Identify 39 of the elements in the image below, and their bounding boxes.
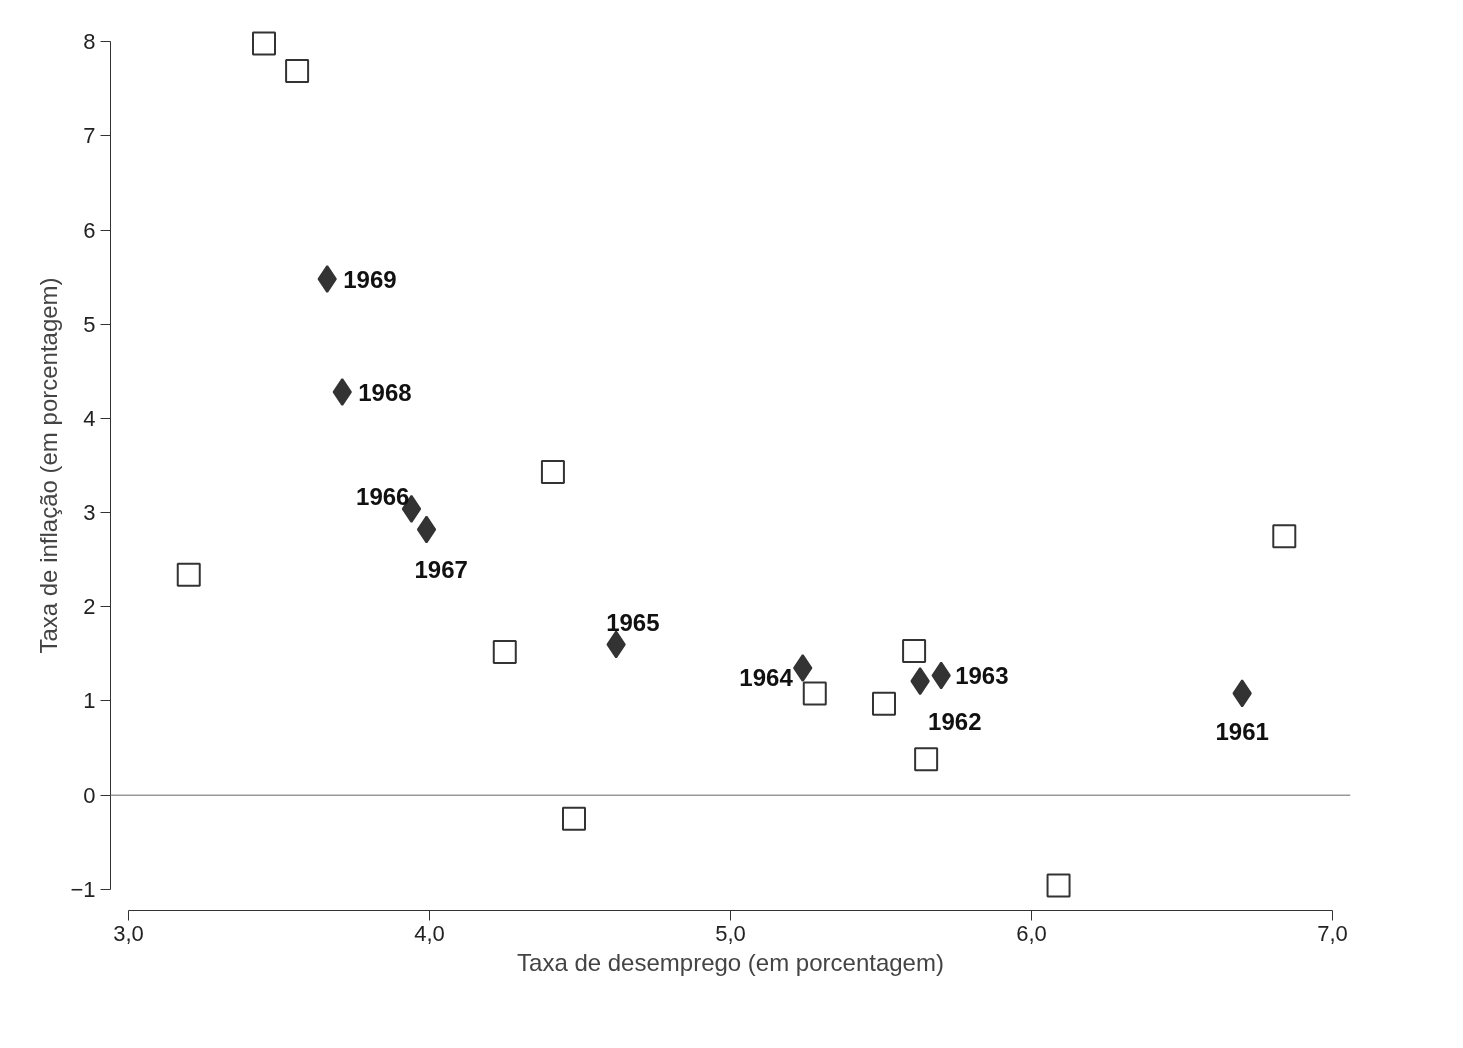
point — [1272, 524, 1297, 549]
x-tick-label: 5,0 — [715, 920, 746, 946]
point — [416, 515, 437, 544]
x-tick-label: 3,0 — [113, 920, 144, 946]
annotation: 1967 — [414, 556, 468, 584]
y-tick-label: 8 — [83, 29, 96, 55]
y-tick-label: 4 — [83, 405, 96, 431]
x-tick-label: 6,0 — [1016, 920, 1047, 946]
point — [176, 562, 201, 587]
annotation: 1968 — [358, 378, 412, 406]
x-tick-label: 7,0 — [1317, 920, 1348, 946]
y-tick-label: 6 — [83, 217, 96, 243]
point — [252, 31, 276, 56]
annotation: 1963 — [955, 662, 1009, 690]
y-tick-label: 5 — [83, 311, 96, 337]
y-tick-label: 1 — [83, 688, 96, 714]
point — [802, 681, 827, 706]
x-tick-label: 4,0 — [414, 920, 445, 946]
annotation: 1962 — [928, 707, 982, 735]
y-tick-label: −1 — [70, 876, 96, 902]
point — [492, 639, 517, 664]
point — [1046, 873, 1071, 898]
point — [285, 58, 310, 83]
point — [562, 806, 586, 831]
annotation: 1964 — [739, 664, 794, 692]
annotation: 1961 — [1215, 717, 1269, 745]
annotation: 1965 — [606, 608, 660, 636]
x-axis-title: Taxa de desemprego (em porcentagem) — [517, 948, 944, 976]
annotation: 1969 — [343, 265, 397, 293]
y-tick-label: 0 — [83, 782, 96, 808]
y-tick-label: 3 — [83, 500, 96, 526]
point — [540, 460, 565, 485]
y-tick-label: 2 — [83, 594, 96, 620]
point — [872, 691, 896, 716]
point — [914, 747, 939, 772]
annotation: 1966 — [356, 483, 410, 511]
point — [902, 639, 927, 664]
y-axis-title: Taxa de inflação (em porcentagem) — [35, 277, 63, 654]
y-tick-label: 7 — [83, 123, 96, 149]
